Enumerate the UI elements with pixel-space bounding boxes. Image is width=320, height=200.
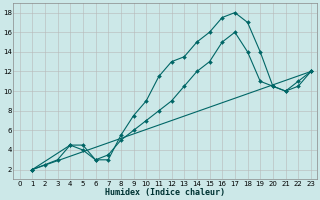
X-axis label: Humidex (Indice chaleur): Humidex (Indice chaleur) [105, 188, 225, 197]
